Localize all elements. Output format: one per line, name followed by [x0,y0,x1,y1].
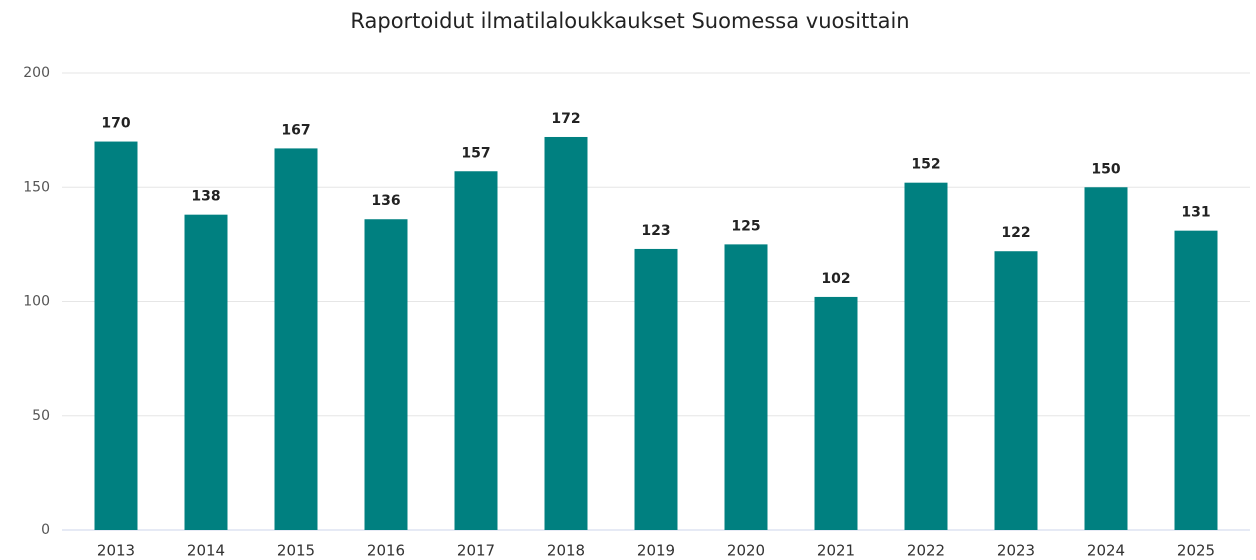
bar [94,141,138,531]
data-label: 152 [911,157,940,173]
data-label: 125 [731,218,760,234]
bar [994,251,1038,531]
data-label: 150 [1091,161,1120,177]
data-label: 123 [641,223,670,239]
x-tick-label: 2020 [727,542,765,560]
bar [904,182,948,530]
bar [274,148,318,530]
x-tick-label: 2023 [997,542,1035,560]
x-tick-label: 2017 [457,542,495,560]
x-tick-label: 2016 [367,542,405,560]
data-label: 167 [281,122,310,138]
bar [1084,187,1128,530]
bar [184,214,228,531]
bar [814,296,858,530]
y-tick-label: 0 [41,522,50,538]
data-label: 102 [821,271,850,287]
data-label: 131 [1181,205,1210,221]
x-tick-label: 2018 [547,542,585,560]
bar [724,244,768,530]
data-label: 172 [551,111,580,127]
data-label: 157 [461,145,490,161]
y-tick-label: 50 [32,408,50,424]
x-tick-label: 2014 [187,542,225,560]
bar [364,219,408,531]
data-label: 122 [1001,225,1030,241]
data-label: 136 [371,193,400,209]
y-tick-label: 100 [23,294,50,310]
x-tick-label: 2021 [817,542,855,560]
x-tick-label: 2022 [907,542,945,560]
x-tick-label: 2024 [1087,542,1125,560]
bar [544,136,588,531]
y-tick-label: 150 [23,179,50,195]
bar [1174,230,1218,531]
bar [634,248,678,530]
data-label: 170 [101,116,130,132]
y-tick-label: 200 [23,65,50,81]
x-tick-label: 2019 [637,542,675,560]
x-tick-label: 2025 [1177,542,1215,560]
x-tick-label: 2013 [97,542,135,560]
chart-title: Raportoidut ilmatilaloukkaukset Suomessa… [350,9,909,33]
bar [454,171,498,530]
x-tick-label: 2015 [277,542,315,560]
data-label: 138 [191,189,220,205]
